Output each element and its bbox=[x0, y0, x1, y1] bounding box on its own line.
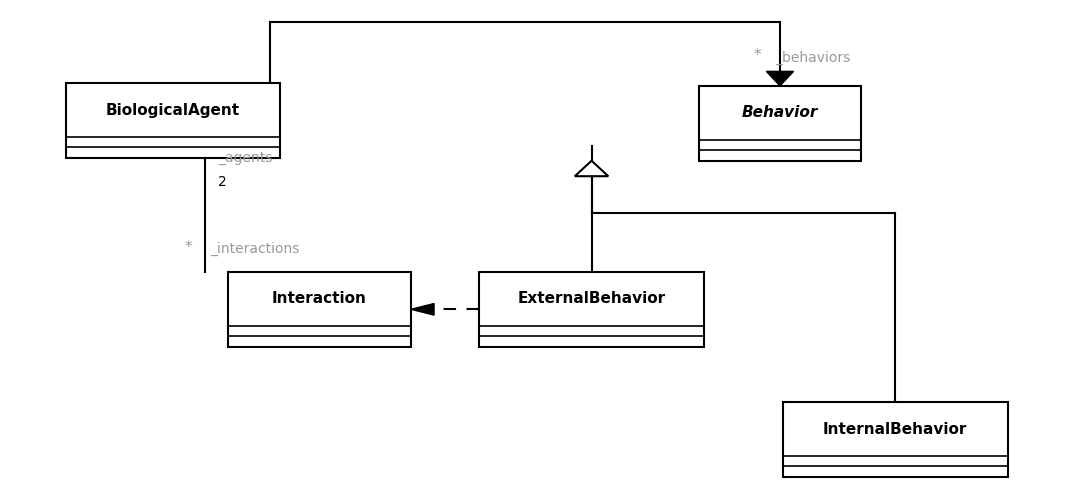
Polygon shape bbox=[767, 71, 794, 86]
Text: Interaction: Interaction bbox=[272, 291, 367, 306]
Text: Behavior: Behavior bbox=[742, 106, 818, 120]
Text: _interactions: _interactions bbox=[210, 242, 300, 256]
Bar bbox=[65, 83, 280, 158]
Text: *: * bbox=[185, 240, 192, 255]
Polygon shape bbox=[575, 161, 609, 176]
Text: ExternalBehavior: ExternalBehavior bbox=[518, 291, 665, 306]
Bar bbox=[227, 272, 411, 347]
Bar bbox=[480, 272, 704, 347]
Bar bbox=[783, 402, 1007, 477]
Polygon shape bbox=[575, 161, 609, 176]
Text: _agents: _agents bbox=[218, 151, 272, 165]
Text: InternalBehavior: InternalBehavior bbox=[823, 422, 968, 437]
Polygon shape bbox=[411, 304, 434, 315]
Bar bbox=[698, 86, 861, 161]
Text: BiologicalAgent: BiologicalAgent bbox=[106, 103, 240, 118]
Text: *: * bbox=[754, 48, 761, 63]
Text: _behaviors: _behaviors bbox=[774, 50, 850, 65]
Text: 2: 2 bbox=[218, 175, 226, 189]
